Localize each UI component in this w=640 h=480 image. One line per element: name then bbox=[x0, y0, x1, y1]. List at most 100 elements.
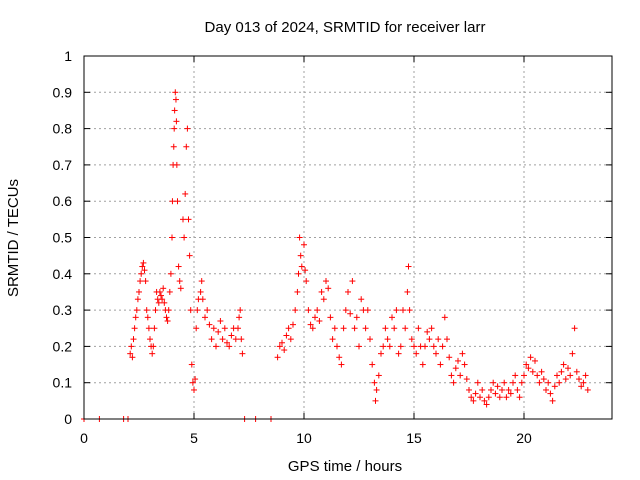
data-point bbox=[334, 343, 340, 350]
data-point bbox=[173, 161, 180, 168]
data-point bbox=[133, 307, 140, 314]
data-point bbox=[481, 397, 488, 404]
y-tick-label: 0.8 bbox=[53, 121, 73, 137]
data-point bbox=[307, 321, 314, 328]
data-point bbox=[197, 288, 204, 295]
data-point bbox=[507, 390, 514, 397]
data-point bbox=[402, 325, 409, 332]
x-tick-label: 5 bbox=[190, 430, 198, 446]
data-point bbox=[472, 390, 479, 397]
y-tick-label: 0.2 bbox=[53, 338, 73, 354]
data-point bbox=[525, 365, 532, 372]
data-point bbox=[494, 383, 501, 390]
data-point bbox=[194, 307, 201, 314]
data-point bbox=[158, 292, 164, 299]
data-point bbox=[159, 296, 166, 303]
data-point bbox=[529, 368, 536, 375]
data-point bbox=[514, 386, 521, 393]
data-point bbox=[129, 354, 136, 361]
data-point bbox=[503, 394, 510, 401]
data-point bbox=[448, 372, 455, 379]
data-point bbox=[378, 350, 384, 357]
y-tick-label: 0.5 bbox=[53, 230, 73, 246]
data-point bbox=[459, 350, 466, 357]
data-point bbox=[290, 321, 296, 328]
data-point bbox=[312, 314, 318, 321]
data-point bbox=[549, 397, 556, 404]
data-point bbox=[147, 336, 153, 343]
data-point bbox=[437, 361, 444, 368]
data-point bbox=[505, 386, 512, 393]
data-point bbox=[132, 314, 139, 321]
data-point bbox=[433, 350, 439, 357]
data-point bbox=[496, 394, 503, 401]
data-point bbox=[435, 336, 442, 343]
data-point bbox=[314, 307, 321, 314]
data-point bbox=[140, 259, 147, 266]
data-point bbox=[305, 307, 312, 314]
y-tick-label: 0.4 bbox=[53, 266, 73, 282]
data-point bbox=[320, 296, 327, 303]
data-point bbox=[422, 343, 428, 350]
data-point bbox=[199, 296, 206, 303]
data-point bbox=[405, 263, 412, 270]
data-point bbox=[580, 379, 587, 386]
data-point bbox=[192, 376, 199, 383]
data-point bbox=[152, 307, 159, 314]
data-point bbox=[483, 401, 490, 408]
data-point bbox=[397, 343, 404, 350]
data-point bbox=[576, 376, 582, 383]
data-point bbox=[327, 314, 334, 321]
data-point bbox=[226, 343, 233, 350]
data-point bbox=[224, 339, 230, 346]
data-point bbox=[428, 325, 435, 332]
y-tick-label: 0.6 bbox=[53, 193, 73, 209]
data-point bbox=[474, 379, 481, 386]
points-layer bbox=[81, 89, 591, 422]
data-point bbox=[331, 325, 338, 332]
data-point bbox=[137, 278, 144, 285]
data-point bbox=[149, 350, 156, 357]
data-point bbox=[198, 278, 205, 285]
data-point bbox=[181, 234, 188, 241]
data-point bbox=[415, 325, 422, 332]
data-point bbox=[325, 285, 332, 292]
data-point bbox=[177, 285, 184, 292]
data-point bbox=[424, 328, 431, 335]
data-point bbox=[206, 321, 213, 328]
data-point bbox=[571, 325, 578, 332]
data-point bbox=[138, 270, 145, 277]
data-point bbox=[302, 267, 309, 274]
x-axis-label: GPS time / hours bbox=[288, 458, 402, 475]
data-point bbox=[329, 336, 336, 343]
data-point bbox=[228, 332, 235, 339]
data-point bbox=[450, 379, 457, 386]
data-point bbox=[582, 372, 589, 379]
data-point bbox=[136, 288, 142, 295]
y-axis: 0 0.1 0.2 0.3 0.4 0.5 0.6 0.7 0.8 0.9 1 bbox=[53, 48, 612, 427]
y-tick-label: 0 bbox=[64, 411, 72, 427]
y-tick-label: 0.9 bbox=[53, 84, 73, 100]
data-point bbox=[323, 278, 329, 285]
data-point bbox=[567, 372, 574, 379]
data-point bbox=[221, 325, 228, 332]
data-point bbox=[444, 336, 450, 343]
data-point bbox=[296, 234, 303, 241]
data-point bbox=[131, 325, 138, 332]
data-point bbox=[413, 350, 420, 357]
data-point bbox=[276, 343, 283, 350]
data-point bbox=[336, 354, 343, 361]
data-point bbox=[188, 361, 195, 368]
data-point bbox=[169, 198, 176, 205]
data-point bbox=[186, 252, 193, 259]
data-point bbox=[521, 372, 527, 379]
data-point bbox=[404, 288, 411, 295]
data-point bbox=[545, 379, 552, 386]
data-point bbox=[516, 394, 523, 401]
data-point bbox=[210, 325, 217, 332]
data-point bbox=[479, 386, 486, 393]
data-point bbox=[406, 307, 413, 314]
data-point bbox=[466, 386, 472, 393]
data-point bbox=[239, 350, 246, 357]
data-point bbox=[169, 234, 175, 241]
